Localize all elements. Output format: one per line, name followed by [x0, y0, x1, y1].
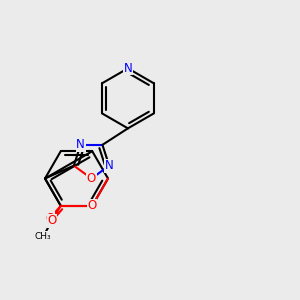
Text: O: O: [87, 172, 96, 185]
Text: CH₃: CH₃: [35, 232, 51, 241]
Text: O: O: [45, 212, 55, 225]
Text: N: N: [124, 62, 132, 75]
Text: N: N: [105, 159, 114, 172]
Text: O: O: [88, 199, 97, 212]
Text: O: O: [47, 214, 57, 227]
Text: N: N: [76, 138, 85, 152]
